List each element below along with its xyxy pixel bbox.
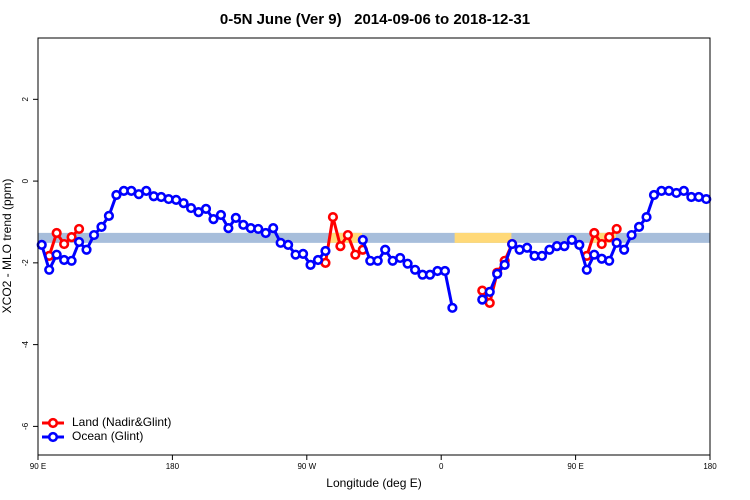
data-point <box>111 189 122 201</box>
data-point <box>678 185 689 196</box>
y-tick-label: 2 <box>21 97 30 102</box>
data-point <box>230 212 241 223</box>
data-point <box>484 286 495 297</box>
data-point <box>335 240 346 252</box>
data-point <box>178 198 189 209</box>
data-point <box>215 209 227 221</box>
data-point <box>312 254 324 266</box>
data-point <box>596 238 607 250</box>
data-point <box>73 236 85 248</box>
data-point <box>372 255 383 266</box>
data-point <box>581 264 592 275</box>
data-point <box>51 227 62 239</box>
data-point <box>507 238 518 250</box>
data-point <box>66 231 77 243</box>
data-point <box>641 211 652 223</box>
data-point <box>357 234 368 246</box>
data-point <box>380 244 391 255</box>
data-point <box>611 223 622 235</box>
data-point <box>320 245 331 257</box>
data-point <box>701 193 712 205</box>
data-point <box>626 229 637 241</box>
y-tick-label: 0 <box>21 178 30 183</box>
series-line <box>40 189 707 309</box>
data-point <box>521 242 533 253</box>
data-point <box>402 258 413 269</box>
x-tick-label: 90 W <box>297 462 316 471</box>
y-tick-label: -6 <box>21 422 30 430</box>
data-point <box>36 239 47 250</box>
data-point <box>589 249 600 260</box>
legend-marker <box>47 431 59 443</box>
data-point <box>574 239 585 250</box>
data-point <box>409 264 421 275</box>
data-point <box>604 255 615 266</box>
y-axis-label: XCO2 - MLO trend (ppm) <box>0 179 14 314</box>
data-point <box>51 249 62 260</box>
data-point <box>589 227 600 239</box>
x-tick-label: 90 E <box>567 462 583 471</box>
data-point <box>66 255 77 266</box>
data-point <box>499 259 510 270</box>
data-point <box>260 227 271 239</box>
data-point <box>342 229 353 241</box>
data-point <box>395 252 406 264</box>
data-point <box>297 248 309 259</box>
data-point <box>604 231 615 243</box>
data-point <box>185 202 197 214</box>
data-point <box>88 229 100 241</box>
legend-label: Land (Nadir&Glint) <box>72 415 171 429</box>
data-point <box>223 223 234 234</box>
data-point <box>305 259 316 270</box>
data-point <box>566 234 577 246</box>
data-point <box>200 203 212 214</box>
chart-title: 0-5N June (Ver 9) 2014-09-06 to 2018-12-… <box>220 11 530 28</box>
x-tick-label: 90 E <box>30 462 46 471</box>
data-point <box>477 294 488 305</box>
data-point <box>327 211 339 223</box>
legend-label: Ocean (Glint) <box>72 429 143 443</box>
data-point <box>447 302 458 313</box>
data-point <box>141 185 152 196</box>
data-point <box>350 249 361 260</box>
data-point <box>648 189 660 201</box>
data-point <box>208 214 219 225</box>
data-point <box>424 269 436 280</box>
data-point <box>96 221 107 232</box>
y-tick-label: -2 <box>21 259 30 267</box>
x-axis-label: Longitude (deg E) <box>326 476 421 490</box>
data-point <box>283 239 294 250</box>
data-point <box>611 237 622 248</box>
data-point <box>633 221 645 232</box>
data-point <box>59 238 70 250</box>
data-point <box>103 210 115 221</box>
data-point <box>439 265 451 277</box>
y-tick-label: -4 <box>21 341 30 349</box>
legend-marker <box>47 417 59 429</box>
data-point <box>253 223 264 235</box>
data-point <box>81 244 92 255</box>
data-point <box>544 244 555 255</box>
data-point <box>73 223 85 235</box>
data-point <box>268 223 279 234</box>
data-point <box>559 240 570 252</box>
x-tick-label: 180 <box>703 462 717 471</box>
x-tick-label: 180 <box>166 462 180 471</box>
data-point <box>44 264 55 275</box>
data-point <box>492 268 503 279</box>
x-tick-label: 0 <box>439 462 444 471</box>
plot-frame <box>37 37 711 456</box>
data-point <box>536 250 548 262</box>
data-point <box>619 244 630 255</box>
